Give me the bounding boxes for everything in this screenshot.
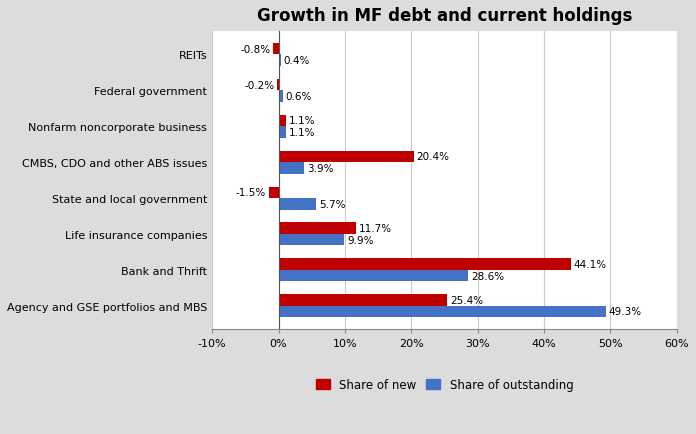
- Text: -0.2%: -0.2%: [244, 80, 274, 90]
- Bar: [269, 187, 278, 199]
- Text: 5.7%: 5.7%: [319, 199, 345, 209]
- Text: 44.1%: 44.1%: [574, 260, 607, 270]
- Bar: [278, 127, 286, 138]
- Text: 0.6%: 0.6%: [285, 92, 312, 102]
- Text: 3.9%: 3.9%: [307, 164, 333, 174]
- Text: 9.9%: 9.9%: [347, 235, 373, 245]
- Bar: [278, 115, 286, 127]
- Bar: [278, 55, 281, 67]
- Bar: [278, 151, 414, 163]
- Legend: Share of new, Share of outstanding: Share of new, Share of outstanding: [311, 374, 578, 396]
- Text: 1.1%: 1.1%: [289, 116, 315, 126]
- Bar: [278, 295, 447, 306]
- Bar: [278, 91, 283, 102]
- Text: 11.7%: 11.7%: [359, 224, 392, 233]
- Text: 1.1%: 1.1%: [289, 128, 315, 138]
- Bar: [278, 163, 304, 174]
- Title: Growth in MF debt and current holdings: Growth in MF debt and current holdings: [257, 7, 632, 25]
- Text: 28.6%: 28.6%: [471, 271, 504, 281]
- Text: 25.4%: 25.4%: [450, 295, 483, 305]
- Text: -1.5%: -1.5%: [236, 188, 266, 198]
- Text: 0.4%: 0.4%: [284, 56, 310, 66]
- Bar: [278, 223, 356, 234]
- Bar: [277, 79, 278, 91]
- Text: 49.3%: 49.3%: [608, 307, 642, 317]
- Bar: [278, 306, 606, 318]
- Text: 20.4%: 20.4%: [417, 152, 450, 162]
- Bar: [274, 44, 278, 55]
- Bar: [278, 259, 571, 270]
- Bar: [278, 199, 317, 210]
- Bar: [278, 270, 468, 282]
- Text: -0.8%: -0.8%: [240, 45, 271, 55]
- Bar: [278, 234, 345, 246]
